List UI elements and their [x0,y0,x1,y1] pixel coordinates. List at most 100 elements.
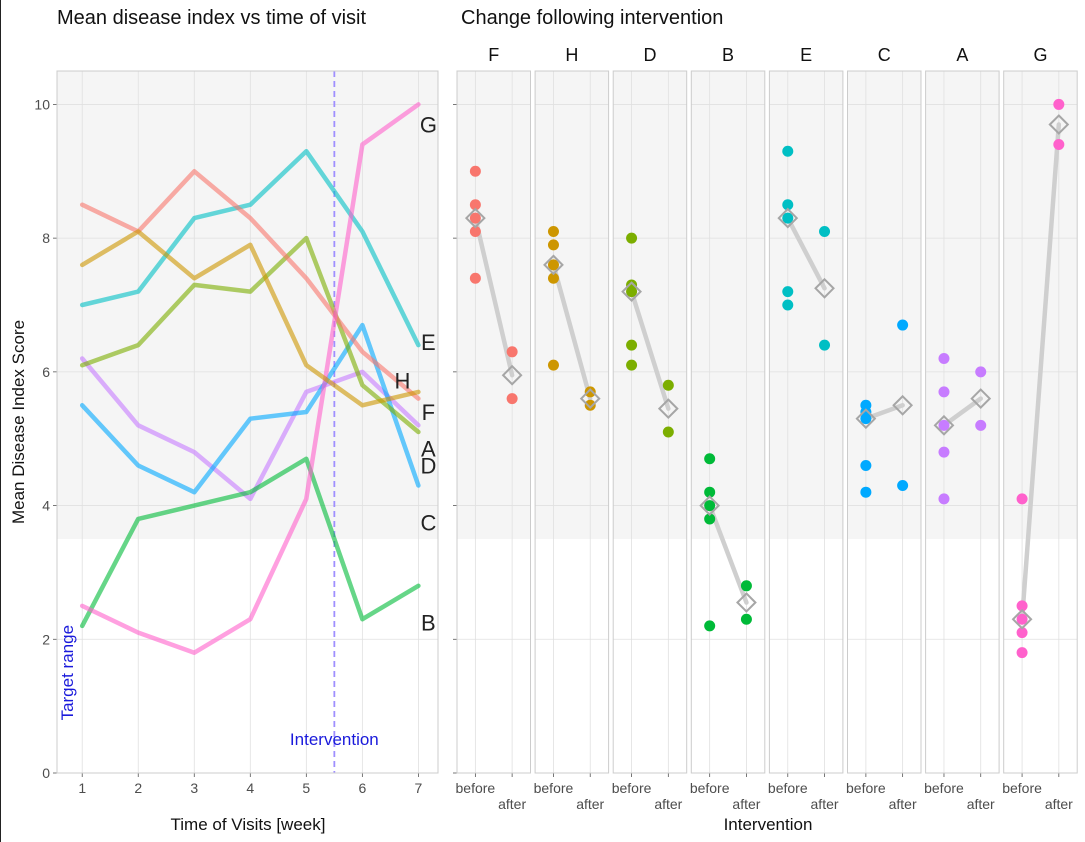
mean-before-diamond [699,495,721,516]
series-end-label-G: G [420,112,437,137]
x-tick-label: 5 [302,780,310,796]
before-point [1016,647,1028,659]
facet-x-tick-label-before: before [846,780,886,796]
series-end-label-E: E [421,330,436,355]
after-point [584,399,596,411]
before-point [626,232,638,244]
facet-x-tick-label-before: before [924,780,964,796]
mean-after-diamond [814,277,835,299]
after-point [740,580,752,592]
facet-target-band [691,71,765,539]
before-point [469,225,481,237]
before-point [938,419,950,431]
facet-chart-panel: Change following intervention Fbeforeaft… [453,7,1078,834]
before-point [782,286,794,298]
y-tick-label: 6 [42,364,50,380]
before-point [938,352,950,364]
before-point [1016,600,1028,612]
mean-change-line [707,503,749,605]
series-line-B [79,456,421,629]
facet-border [456,70,531,774]
mean-after-diamond [579,388,601,410]
series-end-label-H: H [394,369,410,394]
facet-strip-label: D [643,45,656,65]
line-chart-y-axis-title: Mean Disease Index Score [9,320,28,524]
mean-after-diamond [501,364,523,386]
x-tick-label: 1 [78,780,86,796]
after-point [1053,139,1065,151]
facet-target-band [769,71,843,539]
facet-chart-x-axis-title: Intervention [724,815,813,834]
facet-border [612,70,688,774]
series-line-A [79,356,421,502]
facet-x-tick-label-before: before [690,780,730,796]
mean-after-diamond [970,388,992,410]
mean-after-diamond [1048,114,1070,135]
y-tick-label: 8 [42,230,50,246]
series-end-label-A: A [421,437,436,462]
facet-x-tick-label-after: after [576,796,604,812]
facet-x-tick-label-after: after [498,796,526,812]
mean-before-diamond [543,254,564,276]
facet-x-tick-label-after: after [1045,796,1073,812]
before-point [782,299,794,311]
before-point [547,239,559,251]
facet-strip-label: A [956,45,968,65]
before-point [469,165,481,177]
facet-chart-title: Change following intervention [461,7,723,29]
before-point [626,286,638,298]
before-point [1016,493,1028,505]
facet-x-tick-label-before: before [456,780,496,796]
plot-border [56,70,439,774]
before-point [469,212,481,224]
facet-border [847,70,922,774]
after-point [740,613,752,625]
x-tick-label: 4 [246,780,254,796]
facet-border [1003,70,1078,774]
facet-x-tick-label-before: before [534,780,574,796]
before-point [782,212,794,224]
after-point [897,480,909,492]
mean-change-line [941,396,983,428]
mean-before-diamond [464,207,486,229]
facet-x-tick-label-before: before [768,780,808,796]
series-line-C [79,322,421,495]
before-point [547,359,559,371]
after-point [584,386,596,398]
before-point [469,199,481,211]
series-line-D [79,235,421,435]
facet-x-tick-label-after: after [967,796,995,812]
before-point [704,486,716,498]
facet-border [534,70,610,774]
before-point [938,493,950,505]
mean-after-diamond [657,398,679,420]
before-point [626,339,638,351]
after-point [975,366,987,378]
mean-before-diamond [777,207,799,229]
before-point [860,459,872,471]
mean-change-line [473,215,515,378]
target-range-band [57,71,438,539]
facet-strip-label: C [878,45,891,65]
line-chart-panel: Mean disease index vs time of visit 0 2 4 6… [9,7,439,834]
y-tick-label: 0 [42,765,50,781]
series-end-label-D: D [420,453,436,478]
x-tick-label: 7 [414,780,422,796]
before-point [547,259,559,271]
before-point [704,620,716,632]
before-point [1016,627,1028,639]
facet-strip-label: B [722,45,734,65]
series-line-G [79,102,421,655]
before-point [860,406,872,418]
after-point [506,393,518,405]
facet-panels: FbeforeafterHbeforeafterDbeforeafterBbef… [453,45,1078,812]
facet-border [768,70,844,774]
mean-change-line [1019,122,1062,622]
y-tick-label: 4 [42,498,50,514]
